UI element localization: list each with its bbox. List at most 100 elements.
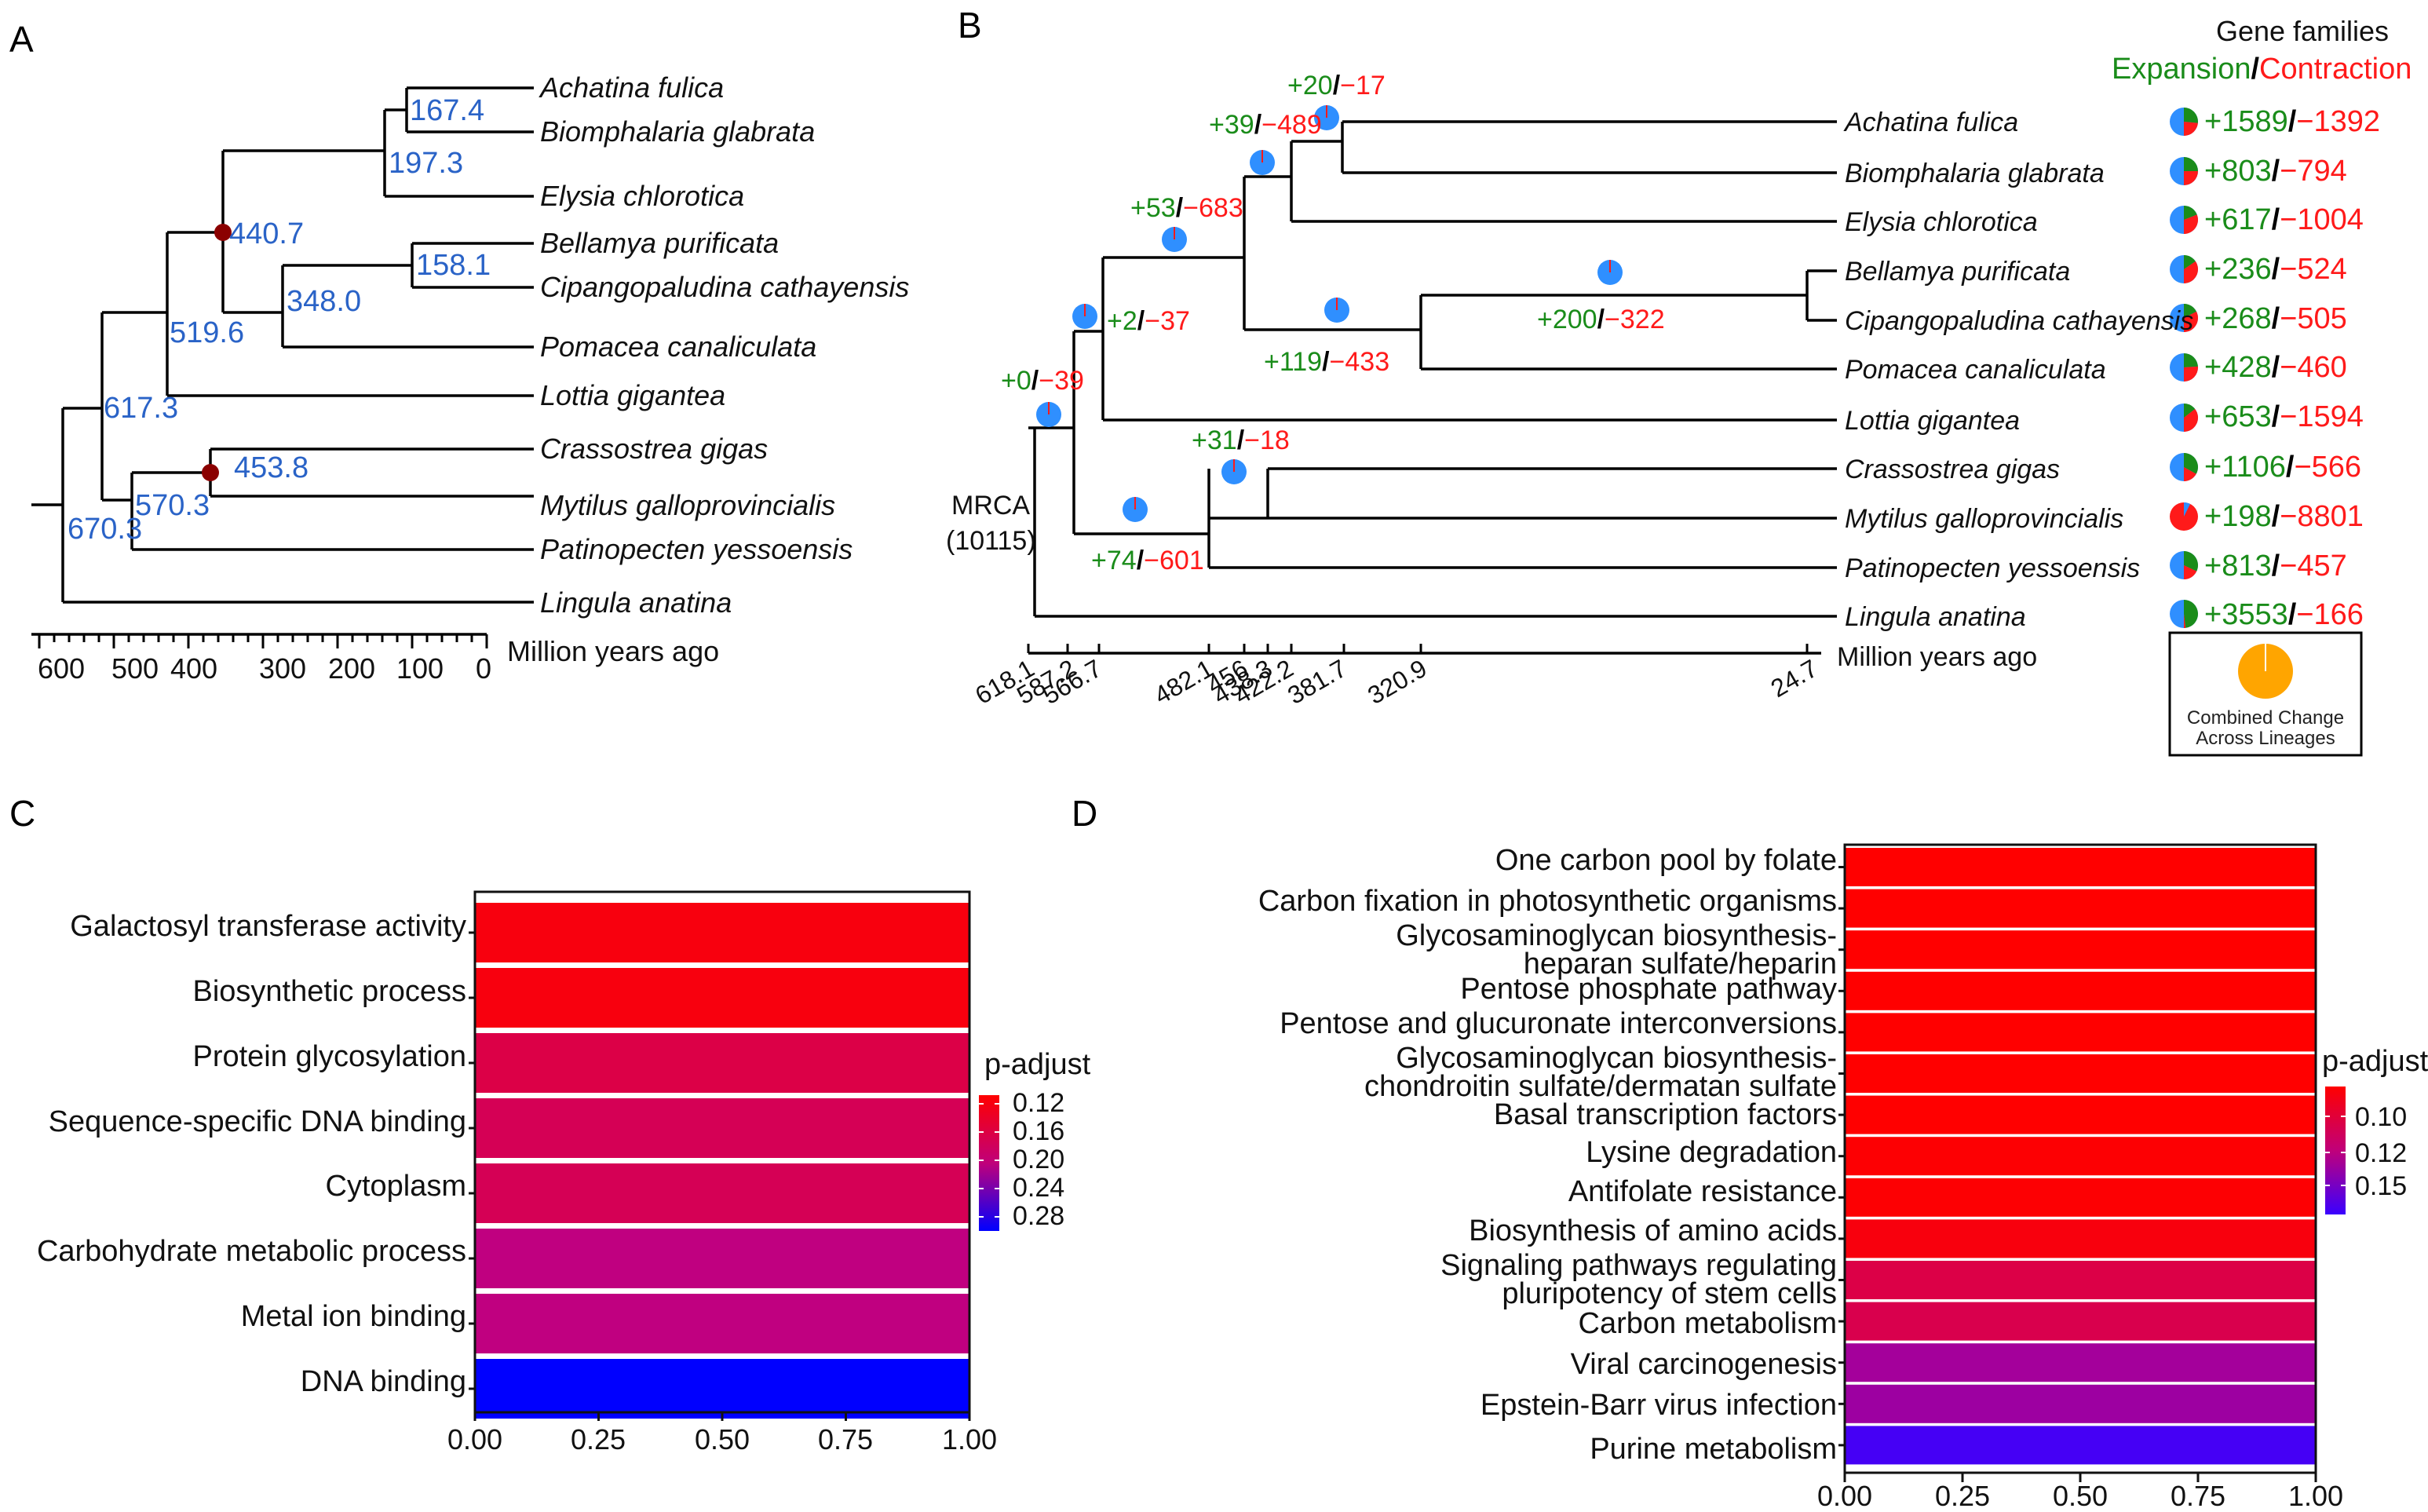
category-label: Galactosyl transferase activity <box>70 910 466 943</box>
tip-pie-expansion-slice <box>2184 157 2198 171</box>
species-label: Mytilus galloprovincialis <box>540 489 835 521</box>
tip-pie-contraction-slice <box>2184 366 2198 382</box>
tip-expansion: +1589 <box>2204 105 2288 138</box>
panel-c-x-ticks <box>473 1412 971 1421</box>
tip-change: +268/−505 <box>2204 302 2347 335</box>
tip-expansion: +268 <box>2204 302 2272 335</box>
species-label: Elysia chlorotica <box>1845 207 2038 237</box>
category-label: Glycosaminoglycan biosynthesis- <box>1396 919 1837 952</box>
species-label: Patinopecten yessoensis <box>1845 553 2140 583</box>
category-label: Glycosaminoglycan biosynthesis- <box>1396 1042 1837 1075</box>
combined-change-caption: Combined Change Across Lineages <box>2187 707 2344 749</box>
tip-expansion: +653 <box>2204 400 2272 433</box>
tip-pie-expansion-slice <box>2184 404 2196 418</box>
panel-b-species: Achatina fulica Biomphalaria glabrata El… <box>1843 108 2193 632</box>
axis-tick-label: 320.9 <box>1363 654 1431 710</box>
panel-b-legend: Gene families <box>2216 15 2389 47</box>
tip-contraction: −460 <box>2280 351 2347 384</box>
species-label: Achatina fulica <box>1843 108 2018 137</box>
species-label: Crassostrea gigas <box>1845 455 2060 484</box>
tip-contraction: −566 <box>2294 451 2361 484</box>
tip-pie-expansion-slice <box>2184 353 2198 367</box>
tip-contraction: −524 <box>2280 253 2347 286</box>
axis-title: Million years ago <box>507 635 719 667</box>
category-label: Sequence-specific DNA binding <box>49 1105 466 1138</box>
tip-pie-contraction-slice <box>2184 311 2198 332</box>
category-label: Pentose phosphate pathway <box>1460 973 1837 1006</box>
x-tick-label: 0.50 <box>695 1423 750 1455</box>
bar <box>1845 1137 2316 1176</box>
node-contraction: −322 <box>1605 305 1665 334</box>
axis-tick-label: 300 <box>259 652 306 685</box>
bar <box>475 1098 969 1158</box>
node-age-label: 519.6 <box>170 316 244 349</box>
tip-expansion: +236 <box>2204 253 2272 286</box>
species-label: Biomphalaria glabrata <box>1845 159 2105 188</box>
category-label: Biosynthesis of amino acids <box>1469 1214 1837 1247</box>
axis-tick-label: 24.7 <box>1766 654 1823 703</box>
legend-tick-label: 0.28 <box>1013 1201 1064 1231</box>
species-label: Lottia gigantea <box>1845 406 2020 436</box>
bar <box>1845 1178 2316 1217</box>
panel-a-axis-ticks <box>38 634 488 648</box>
tip-change: +653/−1594 <box>2204 400 2364 433</box>
legend-tick-label: 0.12 <box>2355 1138 2407 1168</box>
node-change: +53/−683 <box>1130 193 1243 223</box>
panel-b-node-changes: +0/−39 +2/−37 +53/−683 +39/−489 +20/−17 … <box>1001 71 1665 575</box>
node-age-label: 167.4 <box>410 94 484 127</box>
slash: / <box>2288 105 2297 138</box>
category-label: Carbon metabolism <box>1579 1307 1837 1340</box>
node-change: +2/−37 <box>1107 306 1190 336</box>
slash: / <box>2272 203 2280 236</box>
node-expansion: +0 <box>1001 366 1031 396</box>
node-contraction: −39 <box>1039 366 1084 396</box>
panel-a-axis-labels: 600 500 400 300 200 100 0 Million years … <box>38 635 719 685</box>
bar <box>475 903 969 962</box>
category-label: Viral carcinogenesis <box>1571 1348 1837 1381</box>
tip-change: +198/−8801 <box>2204 500 2364 533</box>
tip-pie-blue-slice <box>2184 502 2190 517</box>
tip-contraction: −794 <box>2280 155 2347 188</box>
combined-change-label: Combined Change <box>2187 707 2344 729</box>
panel-c-legend-title: p-adjust <box>984 1048 1091 1081</box>
panel-c-bars <box>469 903 969 1419</box>
panel-b-root: MRCA (10115) <box>946 491 1036 556</box>
category-label: chondroitin sulfate/dermatan sulfate <box>1364 1070 1837 1103</box>
node-change: +20/−17 <box>1287 71 1386 100</box>
x-tick-label: 0.50 <box>2053 1480 2108 1512</box>
tip-change: +428/−460 <box>2204 351 2347 384</box>
tip-expansion: +813 <box>2204 550 2272 583</box>
panel-a-tree <box>31 86 534 636</box>
node-age-label: 570.3 <box>135 489 210 522</box>
species-label: Bellamya purificata <box>1845 257 2070 287</box>
legend-expansion-contraction: Expansion/Contraction <box>2112 53 2412 86</box>
tip-pie-contraction-slice <box>2184 171 2198 185</box>
panel-b-pies <box>1036 105 2199 629</box>
panel-a-node-ages: 167.4 197.3 440.7 158.1 348.0 519.6 617.… <box>68 94 491 546</box>
legend-tick-label: 0.20 <box>1013 1145 1064 1174</box>
category-label: One carbon pool by folate <box>1495 844 1837 877</box>
slash: / <box>2286 451 2295 484</box>
tip-pie-expansion-slice <box>2184 108 2198 123</box>
root-label: MRCA <box>951 491 1030 520</box>
calibration-node-marker <box>214 224 232 241</box>
category-label: Pentose and glucuronate interconversions <box>1280 1007 1837 1040</box>
bar <box>1845 889 2316 928</box>
node-contraction: −489 <box>1261 110 1322 140</box>
species-label: Lingula anatina <box>1845 602 2026 632</box>
node-age-label: 453.8 <box>234 451 309 484</box>
panel-d-legend-labels: 0.10 0.12 0.15 <box>2355 1102 2407 1201</box>
bar <box>475 1359 969 1419</box>
node-expansion: +2 <box>1107 306 1137 336</box>
x-tick-label: 0.00 <box>447 1423 502 1455</box>
tip-pie-contraction-slice <box>2184 214 2199 234</box>
node-age-label: 348.0 <box>287 285 361 318</box>
node-expansion: +20 <box>1287 71 1333 100</box>
legend-title: Gene families <box>2216 15 2389 47</box>
panel-c-category-labels: Galactosyl transferase activity Biosynth… <box>37 910 466 1398</box>
x-tick-label: 0.75 <box>818 1423 873 1455</box>
species-label: Cipangopaludina cathayensis <box>540 271 909 303</box>
node-contraction: −18 <box>1244 425 1290 455</box>
panel-letter-d: D <box>1072 793 1097 834</box>
bar <box>1845 1302 2316 1341</box>
